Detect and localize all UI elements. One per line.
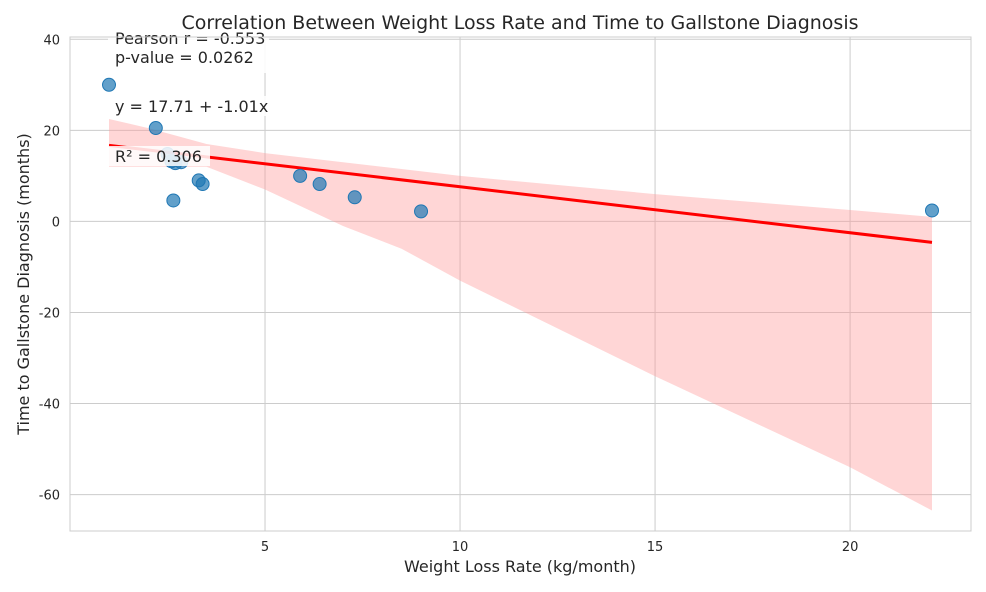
- x-tick-label: 10: [452, 540, 469, 555]
- plot-frame: [69, 36, 972, 532]
- chart-title: Correlation Between Weight Loss Rate and…: [182, 12, 859, 34]
- x-tick-label: 15: [647, 540, 664, 555]
- r2-annotation: R² = 0.306: [115, 147, 202, 166]
- y-tick-label: -40: [39, 398, 60, 413]
- regression-line-layer: [108, 143, 933, 244]
- equation-box: [108, 96, 273, 116]
- y-tick-label: -60: [39, 489, 60, 504]
- tick-labels: 5 10 15 20 40 20 0 -20 -40 -60: [39, 33, 859, 555]
- y-axis-label: Time to Gallstone Diagnosis (months): [14, 133, 33, 436]
- data-point: [924, 203, 939, 218]
- y-tick-label: 20: [43, 124, 60, 139]
- y-tick-label: 0: [52, 215, 60, 230]
- data-point: [312, 177, 327, 192]
- data-point: [347, 190, 362, 205]
- data-point: [293, 168, 308, 183]
- r2-box: [108, 146, 210, 166]
- equation-annotation: y = 17.71 + -1.01x: [115, 97, 268, 116]
- pearson-annotation: Pearson r = -0.553: [115, 29, 265, 48]
- x-tick-label: 20: [842, 540, 859, 555]
- data-point: [166, 193, 181, 208]
- annotations: Pearson r = -0.553 p-value = 0.0262 y = …: [108, 29, 273, 166]
- confidence-band: [109, 118, 932, 511]
- data-point: [195, 177, 210, 192]
- data-point: [414, 204, 429, 219]
- pvalue-annotation: p-value = 0.0262: [115, 48, 254, 67]
- pearson-box: [108, 29, 269, 73]
- x-tick-label: 5: [261, 540, 269, 555]
- x-axis-label: Weight Loss Rate (kg/month): [404, 557, 636, 576]
- data-point: [102, 77, 117, 92]
- y-tick-label: -20: [39, 306, 60, 321]
- y-tick-label: 40: [43, 33, 60, 48]
- confidence-band-layer: [109, 118, 932, 511]
- data-point: [148, 121, 163, 136]
- regression-line: [108, 143, 933, 244]
